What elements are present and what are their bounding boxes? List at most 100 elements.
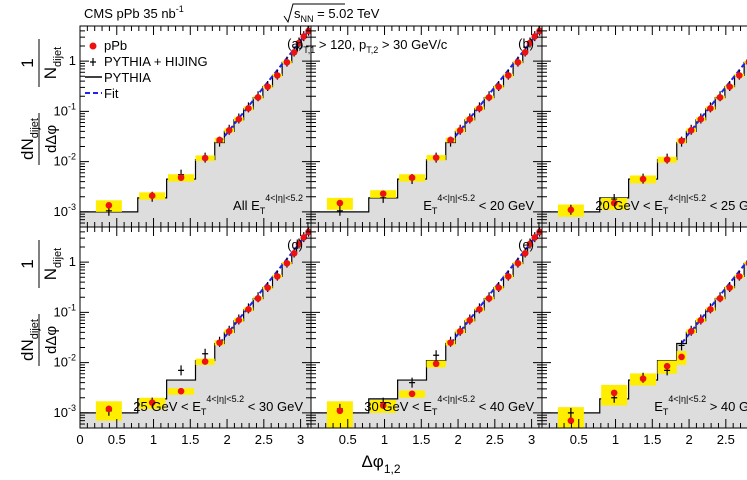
ppb-point <box>726 284 733 291</box>
panel-plot-area <box>80 227 311 428</box>
ppb-point <box>201 154 209 162</box>
svg-text:Ndijet: Ndijet <box>41 248 64 280</box>
ppb-point <box>264 284 271 291</box>
condition-pre: 25 GeV < E <box>133 399 201 414</box>
y-tick-label: 1 <box>69 254 76 269</box>
legend-label-pythia-hijing: PYTHIA + HIJING <box>104 54 208 69</box>
condition-sup: 4<|η|<5.2 <box>437 394 475 404</box>
ppb-point <box>726 83 733 90</box>
ppb-point <box>456 328 464 335</box>
panel-d: 10-310-210-110 0.5 1 1.5 2 2.5 3(d)25 GeV < ET… <box>54 226 312 447</box>
ppb-point <box>639 375 647 382</box>
ppb-point <box>456 127 464 134</box>
legend-entry-fit: Fit <box>85 86 119 101</box>
y-tick-label: 10-3 <box>54 202 76 219</box>
ppb-point <box>716 295 724 302</box>
ppb-point <box>274 273 281 280</box>
panel-tag: (b) <box>518 36 534 51</box>
ppb-point <box>610 199 618 207</box>
x-tick-label: 2 <box>454 432 461 447</box>
y-tick-label-exp: -2 <box>68 353 76 363</box>
ppb-point <box>466 115 474 123</box>
legend-entry-pythia: PYTHIA <box>85 70 151 85</box>
panel-plot-area <box>542 259 747 428</box>
panel-tag: (a) <box>287 36 303 51</box>
svg-text:1: 1 <box>18 58 37 67</box>
panel-plot-area <box>542 58 747 227</box>
energy-label: sNN = 5.02 TeV <box>283 3 380 24</box>
ppb-point <box>379 402 387 409</box>
y-tick-label-exp: -1 <box>68 302 76 312</box>
condition-sub: T <box>260 206 266 216</box>
panel-condition-label: ET 4<|η|<5.2 > 40 GeV <box>654 394 747 417</box>
ppb-point <box>485 94 493 101</box>
condition-sup: 4<|η|<5.2 <box>668 193 706 203</box>
y-tick-label-exp: -2 <box>68 152 76 162</box>
y-tick-label: 10-1 <box>54 302 76 319</box>
condition-sub: T <box>432 407 438 417</box>
pythia-hijing-point <box>678 340 685 351</box>
ppb-point <box>225 127 233 134</box>
ppb-point <box>290 249 298 257</box>
ppb-point <box>531 234 539 241</box>
x-axis-label: Δφ1,2 <box>361 452 400 476</box>
condition-sup: 4<|η|<5.2 <box>265 193 303 203</box>
ppb-point <box>514 58 522 66</box>
condition-pre: 30 GeV < E <box>364 399 432 414</box>
legend-label-pythia: PYTHIA <box>104 70 151 85</box>
x-tick-label: 1.5 <box>412 432 430 447</box>
pythia-hijing-point <box>178 365 185 376</box>
pythia-hijing-point <box>336 205 343 216</box>
ppb-point <box>663 362 671 370</box>
legend-entry-pythia-hijing: PYTHIA + HIJING <box>90 54 208 69</box>
panel-condition-label: 25 GeV < ET 4<|η|<5.2 < 30 GeV <box>133 394 303 417</box>
ppb-point <box>716 94 724 101</box>
ppb-point <box>245 105 252 112</box>
condition-sub: T <box>432 206 438 216</box>
ppb-point <box>697 115 705 123</box>
legend-label-ppb: pPb <box>104 38 127 53</box>
svg-text:dNdijet: dNdijet <box>18 319 41 361</box>
ppb-point <box>495 284 502 291</box>
ppb-point <box>531 33 539 40</box>
panel-tag: (e) <box>518 237 534 252</box>
pythia-fill <box>311 30 542 227</box>
x-tick-label: 1 <box>150 432 157 447</box>
ppb-point <box>432 360 440 368</box>
y-tick-label-exp: -1 <box>68 101 76 111</box>
ppb-point <box>216 339 223 346</box>
ppb-point <box>148 192 156 199</box>
x-tick-label: 3 <box>297 432 304 447</box>
ppb-point <box>274 72 281 79</box>
legend-label-fit: Fit <box>104 86 119 101</box>
ppb-point <box>432 154 440 161</box>
y-tick-label-base: 10 <box>54 154 68 169</box>
x-tick-label: 1.5 <box>643 432 661 447</box>
pythia-hijing-point <box>433 350 440 361</box>
panel-c: (c)20 GeV < ET4<|η|<5.2 < 25 GeV <box>541 25 747 228</box>
condition-post: < 40 GeV <box>475 399 534 414</box>
ppb-point <box>485 295 493 302</box>
condition-pre: E <box>423 198 432 213</box>
ppb-point <box>105 202 113 209</box>
ppb-point <box>254 94 262 101</box>
panels-layer: 10-310-210-11(a)All ET4<|η|<5.2(b)ET4<|η… <box>54 25 747 447</box>
legend-marker-pythia-hijing <box>90 58 96 66</box>
svg-text:sNN = 5.02 TeV: sNN = 5.02 TeV <box>294 6 380 24</box>
panel-tag: (d) <box>287 237 303 252</box>
panel-b: (b) ET 4<|η|<5.2 < 20 GeV <box>310 25 543 228</box>
pythia-fill <box>542 263 747 428</box>
ppb-point <box>408 174 416 181</box>
condition-pre: E <box>654 399 663 414</box>
condition-sup: 4<|η|<5.2 <box>206 394 244 404</box>
svg-text:dΔφ: dΔφ <box>43 125 60 153</box>
ppb-point <box>476 306 483 313</box>
ppb-point <box>707 306 714 313</box>
panel-condition-label: 20 GeV < ET 4<|η|<5.2 < 25 GeV <box>595 193 747 216</box>
ppb-point <box>687 127 695 134</box>
ppb-point <box>736 273 743 280</box>
condition-post: < 20 GeV <box>475 198 534 213</box>
ppb-point <box>254 295 262 302</box>
y-tick-label-base: 10 <box>54 304 68 319</box>
panel-condition-label: 30 GeV < ET 4<|η|<5.2 < 40 GeV <box>364 394 534 417</box>
